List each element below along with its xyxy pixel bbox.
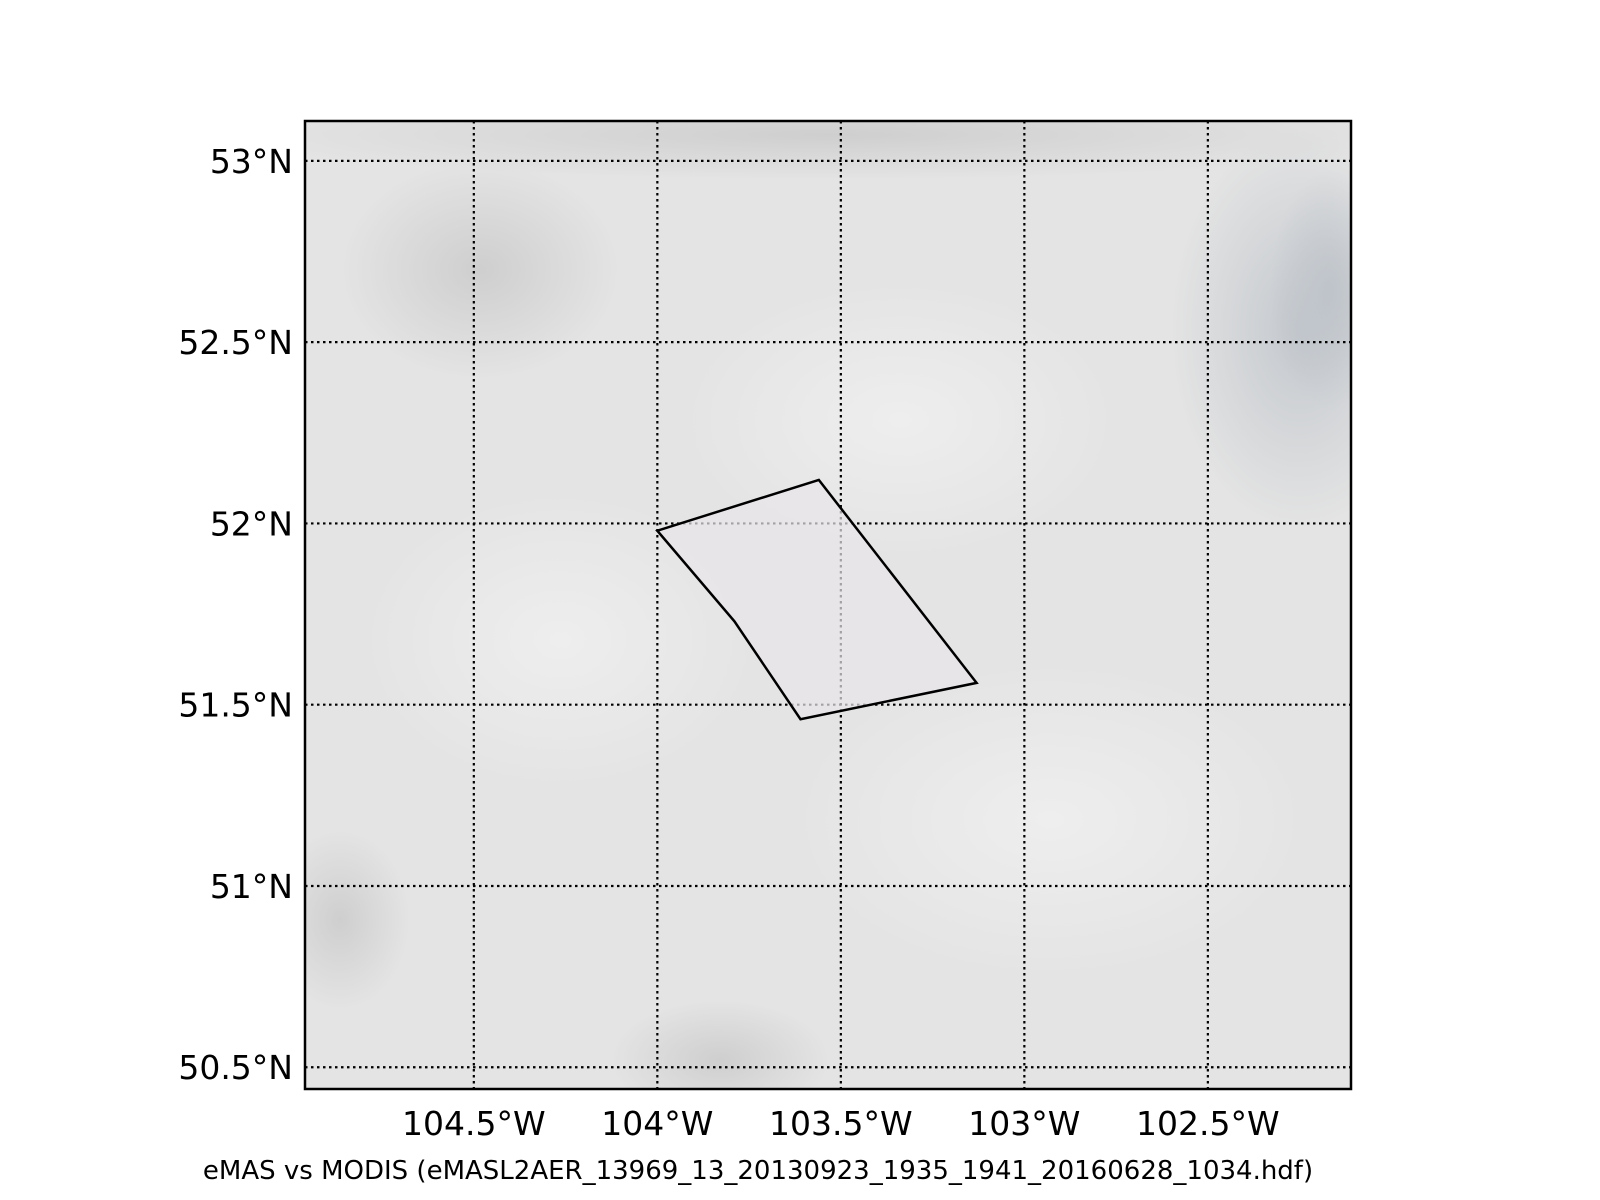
longitude-label: 104.5°W bbox=[402, 1104, 546, 1143]
latitude-label: 52°N bbox=[210, 504, 293, 543]
longitude-label: 102.5°W bbox=[1136, 1104, 1280, 1143]
latitude-label: 53°N bbox=[210, 142, 293, 181]
emas-swath-outline bbox=[655, 478, 979, 721]
longitude-labels: 104.5°W 104°W 103.5°W 103°W 102.5°W bbox=[402, 1104, 1280, 1143]
longitude-label: 103.5°W bbox=[769, 1104, 913, 1143]
latitude-label: 51°N bbox=[210, 867, 293, 906]
longitude-label: 104°W bbox=[601, 1104, 713, 1143]
latitude-label: 51.5°N bbox=[178, 686, 293, 725]
latitude-label: 50.5°N bbox=[178, 1048, 293, 1087]
map-frame bbox=[303, 119, 1353, 1091]
satellite-imagery bbox=[305, 121, 1351, 1089]
latitude-label: 52.5°N bbox=[178, 323, 293, 362]
longitude-label: 103°W bbox=[968, 1104, 1080, 1143]
latitude-labels: 53°N 52.5°N 52°N 51.5°N 51°N 50.5°N bbox=[178, 142, 293, 1087]
figure-caption: eMAS vs MODIS (eMASL2AER_13969_13_201309… bbox=[203, 1156, 1313, 1186]
